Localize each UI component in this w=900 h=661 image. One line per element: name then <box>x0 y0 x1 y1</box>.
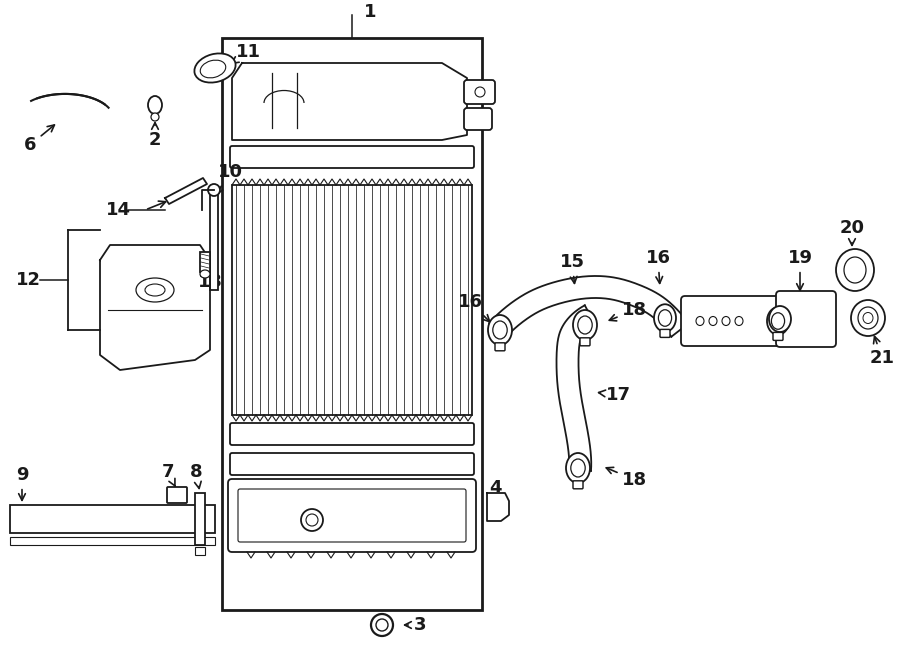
Bar <box>210 195 218 290</box>
Text: 19: 19 <box>788 249 813 290</box>
Ellipse shape <box>836 249 874 291</box>
Ellipse shape <box>194 54 236 83</box>
Ellipse shape <box>301 509 323 531</box>
FancyBboxPatch shape <box>230 146 474 168</box>
Ellipse shape <box>306 514 318 526</box>
Bar <box>200 252 210 272</box>
Text: 10: 10 <box>216 163 242 194</box>
Ellipse shape <box>488 315 512 345</box>
Text: 7: 7 <box>162 463 176 486</box>
Text: 2: 2 <box>148 123 161 149</box>
Text: 20: 20 <box>840 219 865 245</box>
Bar <box>10 505 215 533</box>
Ellipse shape <box>659 310 671 327</box>
Ellipse shape <box>151 113 159 121</box>
Polygon shape <box>100 245 210 370</box>
Bar <box>232 185 472 415</box>
FancyBboxPatch shape <box>573 481 583 488</box>
Ellipse shape <box>696 317 704 325</box>
FancyBboxPatch shape <box>230 453 474 475</box>
Ellipse shape <box>654 304 676 332</box>
Text: 1: 1 <box>364 3 376 21</box>
Text: 17: 17 <box>598 386 631 404</box>
Text: 3: 3 <box>405 616 427 634</box>
Bar <box>10 537 215 545</box>
Ellipse shape <box>566 453 590 483</box>
Text: 14: 14 <box>105 201 130 219</box>
Ellipse shape <box>493 321 508 339</box>
FancyBboxPatch shape <box>230 423 474 445</box>
Text: 16: 16 <box>645 249 670 284</box>
Ellipse shape <box>145 284 165 296</box>
Ellipse shape <box>376 619 388 631</box>
Text: 5: 5 <box>373 511 406 530</box>
Ellipse shape <box>571 459 585 477</box>
Text: 13: 13 <box>197 266 222 291</box>
Ellipse shape <box>735 317 743 325</box>
Ellipse shape <box>148 96 162 114</box>
Ellipse shape <box>201 60 226 78</box>
FancyBboxPatch shape <box>228 479 476 552</box>
Text: 16: 16 <box>457 293 490 322</box>
Ellipse shape <box>771 313 785 329</box>
Text: 21: 21 <box>869 336 895 367</box>
Ellipse shape <box>722 317 730 325</box>
Bar <box>222 38 482 610</box>
FancyBboxPatch shape <box>660 329 670 337</box>
Polygon shape <box>232 63 467 140</box>
Text: 6: 6 <box>23 125 54 154</box>
Ellipse shape <box>844 257 866 283</box>
Ellipse shape <box>578 316 592 334</box>
Ellipse shape <box>200 270 210 278</box>
FancyBboxPatch shape <box>495 343 505 351</box>
Ellipse shape <box>136 278 174 302</box>
Ellipse shape <box>851 300 885 336</box>
Text: 4: 4 <box>489 479 501 506</box>
Ellipse shape <box>767 307 789 334</box>
Bar <box>195 547 205 555</box>
Ellipse shape <box>573 310 597 340</box>
Ellipse shape <box>371 614 393 636</box>
FancyBboxPatch shape <box>464 108 492 130</box>
Text: 15: 15 <box>560 253 584 284</box>
FancyBboxPatch shape <box>580 338 590 346</box>
Text: 11: 11 <box>230 43 260 64</box>
Polygon shape <box>165 178 207 204</box>
Ellipse shape <box>858 307 878 329</box>
FancyBboxPatch shape <box>167 487 187 503</box>
Text: 12: 12 <box>15 271 40 289</box>
Text: 8: 8 <box>190 463 203 488</box>
FancyBboxPatch shape <box>464 80 495 104</box>
FancyBboxPatch shape <box>681 296 784 346</box>
Ellipse shape <box>863 313 873 323</box>
FancyBboxPatch shape <box>238 489 466 542</box>
Text: 18: 18 <box>607 467 648 489</box>
Text: 9: 9 <box>16 466 28 500</box>
Polygon shape <box>487 493 509 521</box>
Ellipse shape <box>709 317 717 325</box>
Text: 18: 18 <box>609 301 648 321</box>
Ellipse shape <box>475 87 485 97</box>
Ellipse shape <box>208 184 220 196</box>
Bar <box>195 493 205 545</box>
FancyBboxPatch shape <box>776 291 836 347</box>
Ellipse shape <box>769 306 791 332</box>
FancyBboxPatch shape <box>773 332 783 340</box>
